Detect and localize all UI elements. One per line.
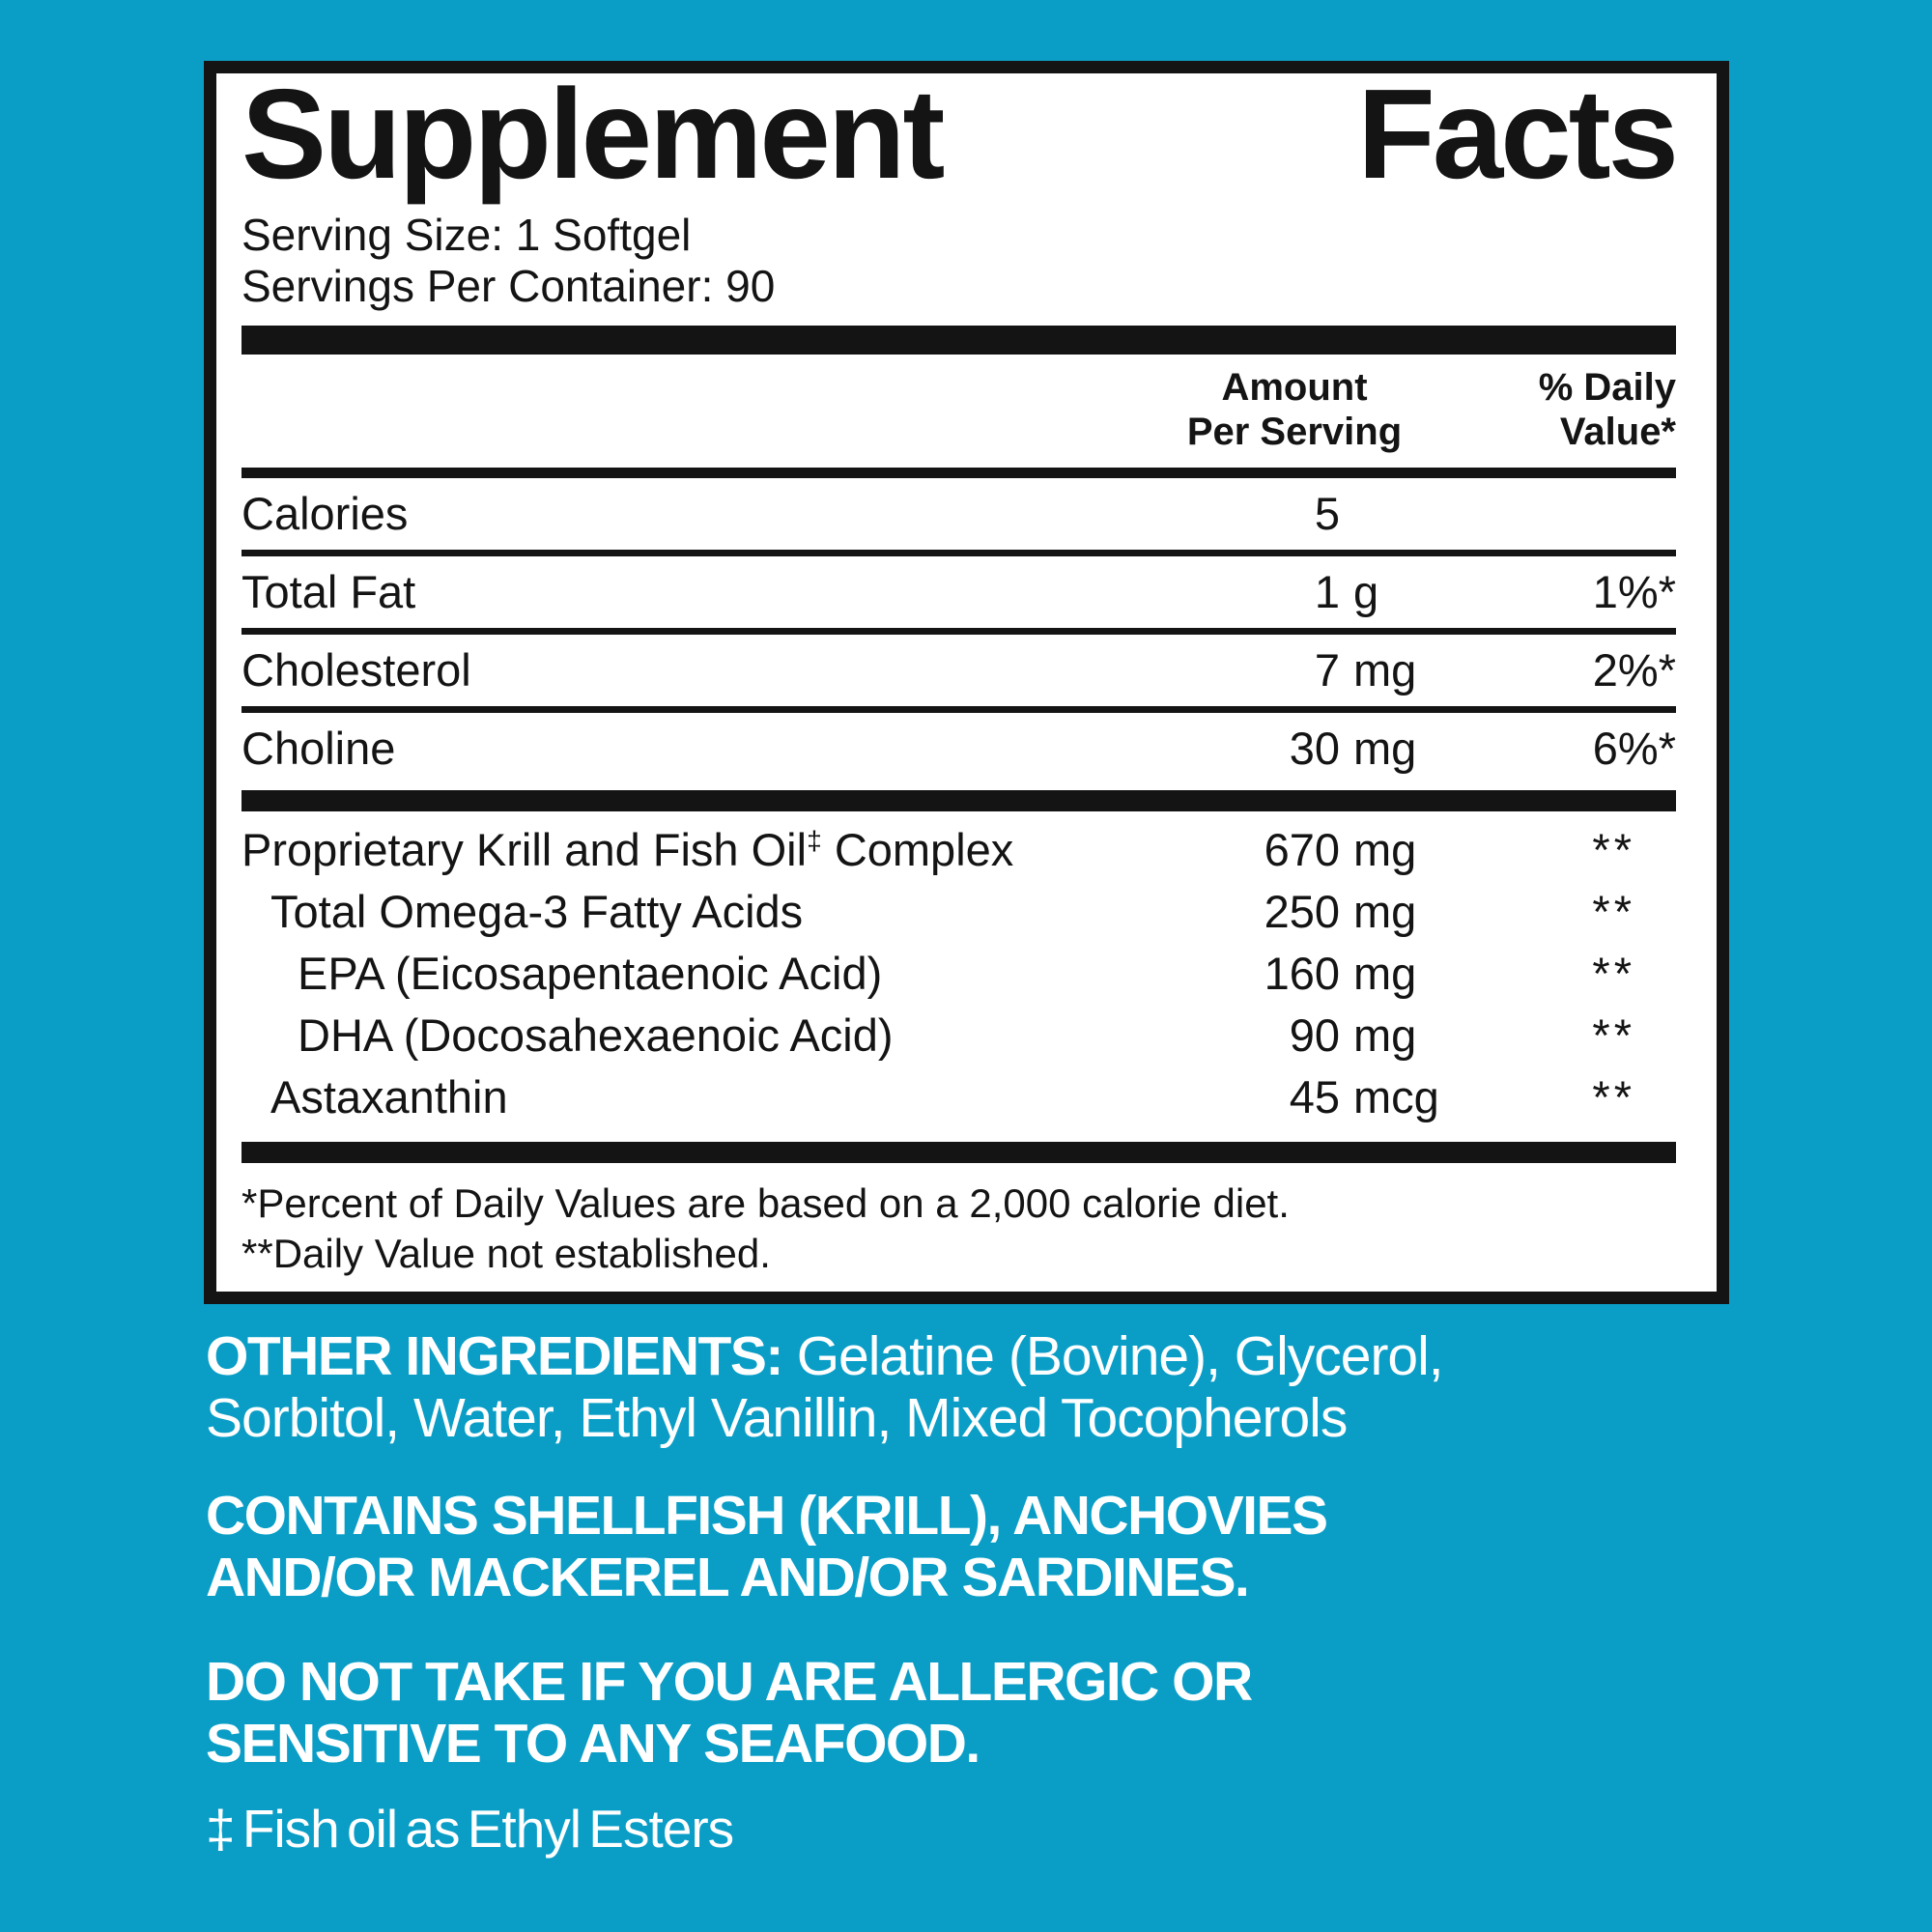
panel-footnotes: *Percent of Daily Values are based on a … [242,1179,1676,1280]
table-row-calories: Calories 5 [242,478,1676,550]
allergy-warning-line2: SENSITIVE TO ANY SEAFOOD. [206,1713,980,1775]
amount-number: 90 [1289,1009,1340,1062]
other-ingredients-line2: Sorbitol, Water, Ethyl Vanillin, Mixed T… [206,1387,1348,1449]
nutrient-name: Total Fat [242,566,416,618]
contains-warning-line2: AND/OR MACKEREL AND/OR SARDINES. [206,1547,1250,1608]
nutrient-name-suffix: Complex [821,824,1014,876]
divider-bar-bottom [242,1141,1676,1163]
table-row-total-fat: Total Fat 1 g 1%* [242,549,1676,628]
footnote-not-established: **Daily Value not established. [242,1231,771,1277]
amount-number: 7 [1314,644,1340,696]
amount-cell: 670 mg [1135,823,1454,876]
daily-value-cell: ** [1592,1071,1635,1123]
amount-cell: 30 mg [1135,722,1454,775]
amount-unit [1340,487,1454,540]
double-dagger-mark: ‡ [807,824,822,856]
nutrient-name: EPA (Eicosapentaenoic Acid) [298,948,883,1000]
column-header-amount-line1: Amount [1221,366,1368,410]
amount-unit: mg [1353,644,1417,696]
supplement-facts-panel: Supplement Facts Serving Size: 1 Softgel… [204,61,1729,1304]
nutrient-name: Choline [242,723,396,775]
column-header-daily-value: % Daily Value* [1454,366,1676,453]
table-row-proprietary-complex: Proprietary Krill and Fish Oil‡ Complex … [242,819,1676,881]
amount-unit: mg [1353,723,1417,775]
column-header-dv-line1: % Daily [1538,366,1676,410]
table-row-epa: EPA (Eicosapentaenoic Acid) 160 mg ** [242,943,1676,1005]
daily-value-cell: 6%* [1592,723,1676,775]
column-header-amount-line2: Per Serving [1186,410,1403,453]
label-lower-text: OTHER INGREDIENTS: Gelatine (Bovine), Gl… [206,1325,1809,1861]
divider-bar-middle [242,789,1676,811]
amount-cell: 250 mg [1135,885,1454,938]
table-row-choline: Choline 30 mg 6%* [242,705,1676,784]
amount-unit: g [1353,566,1379,618]
column-header-amount: Amount Per Serving [1135,366,1454,453]
nutrient-name: Astaxanthin [270,1071,508,1123]
footnote-daily-values: *Percent of Daily Values are based on a … [242,1179,1290,1226]
header-rule [242,467,1676,478]
allergy-warning-line1: DO NOT TAKE IF YOU ARE ALLERGIC OR [206,1651,1253,1713]
amount-number: 670 [1264,824,1340,876]
daily-value-cell: 1%* [1592,566,1676,618]
amount-number: 5 [1314,488,1340,540]
serving-size: Serving Size: 1 Softgel [242,209,692,260]
amount-unit: mg [1353,1009,1417,1062]
nutrient-name-text: Proprietary Krill and Fish Oil [242,824,808,876]
nutrient-name: DHA (Docosahexaenoic Acid) [298,1009,894,1062]
amount-unit: mcg [1353,1071,1439,1123]
nutrient-name: Cholesterol [242,644,471,696]
other-ingredients-list-part1: Gelatine (Bovine), Glycerol, [781,1325,1444,1387]
daily-value-cell: ** [1592,948,1635,1000]
divider-bar-top [242,326,1676,355]
amount-number: 30 [1289,723,1340,775]
servings-per-container: Servings Per Container: 90 [242,260,776,311]
panel-title: Supplement Facts [242,63,1679,205]
daily-value-cell: 2%* [1592,644,1676,696]
amount-cell: 90 mg [1135,1009,1454,1062]
proprietary-complex-table: Proprietary Krill and Fish Oil‡ Complex … [242,819,1676,1128]
other-ingredients-line1: OTHER INGREDIENTS: Gelatine (Bovine), Gl… [206,1325,1809,1387]
amount-cell: 5 [1135,487,1454,540]
daily-value-cell: ** [1592,1009,1635,1062]
contains-warning-line1: CONTAINS SHELLFISH (KRILL), ANCHOVIES [206,1485,1328,1547]
amount-number: 1 [1314,566,1340,618]
amount-cell: 1 g [1135,565,1454,618]
table-row-omega3: Total Omega-3 Fatty Acids 250 mg ** [242,881,1676,943]
nutrient-name: Proprietary Krill and Fish Oil‡ Complex [242,823,1135,876]
nutrient-name: Total Omega-3 Fatty Acids [270,886,804,938]
nutrient-name: Calories [242,488,409,540]
amount-cell: 45 mcg [1135,1070,1454,1123]
daily-value-cell: ** [1592,824,1635,876]
dagger-footnote: ‡ Fish oil as Ethyl Esters [206,1799,734,1859]
amount-number: 45 [1289,1071,1340,1123]
daily-value-cell: ** [1592,886,1635,938]
table-row-astaxanthin: Astaxanthin 45 mcg ** [242,1066,1676,1128]
amount-unit: mg [1353,948,1417,1000]
amount-cell: 7 mg [1135,643,1454,696]
amount-cell: 160 mg [1135,947,1454,1000]
panel-title-word-facts: Facts [1357,63,1679,205]
amount-number: 160 [1264,948,1340,1000]
amount-unit: mg [1353,886,1417,938]
column-header-row: Amount Per Serving % Daily Value* [242,366,1676,453]
amount-unit: mg [1353,824,1417,876]
table-row-dha: DHA (Docosahexaenoic Acid) 90 mg ** [242,1005,1676,1066]
other-ingredients-heading: OTHER INGREDIENTS: [206,1325,783,1387]
table-row-cholesterol: Cholesterol 7 mg 2%* [242,627,1676,706]
nutrient-table: Calories 5 Total Fat 1 g 1%* Cholesterol… [242,478,1676,784]
amount-number: 250 [1264,886,1340,938]
column-header-dv-line2: Value* [1559,410,1676,453]
panel-title-word-supplement: Supplement [242,63,945,205]
